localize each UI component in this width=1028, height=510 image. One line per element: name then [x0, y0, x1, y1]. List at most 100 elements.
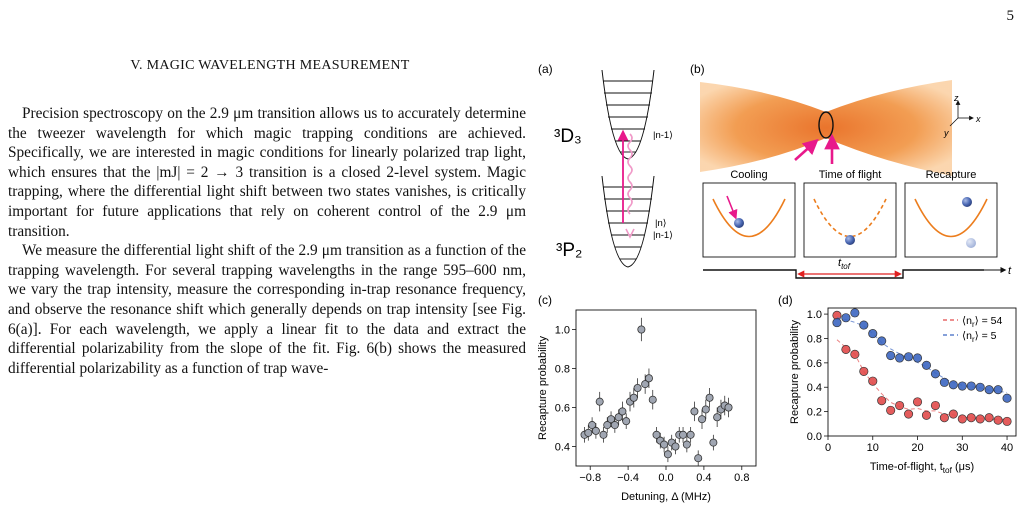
svg-text:Time of flight: Time of flight — [819, 169, 882, 181]
data-point — [622, 417, 631, 426]
upper-potential — [601, 69, 655, 160]
data-point — [679, 430, 688, 439]
y-tick-label: 1.0 — [555, 325, 570, 337]
chart-d: 0 10 20 30 40 0.0 0.2 0.4 0.6 0.8 1.0 Time-of-fligh… — [789, 307, 1017, 475]
data-point — [877, 336, 887, 346]
data-point — [637, 325, 646, 334]
data-point — [850, 349, 860, 359]
y-tick-label: 0.8 — [807, 333, 822, 345]
data-point — [939, 377, 949, 387]
data-point — [886, 405, 896, 415]
x-tick-label: 40 — [1001, 442, 1013, 454]
data-point — [886, 350, 896, 361]
data-point — [877, 396, 887, 406]
data-point — [682, 440, 691, 449]
x-tick-label: 30 — [956, 442, 968, 454]
y-tick-label: 0.4 — [807, 382, 822, 394]
data-point — [895, 353, 905, 363]
lower-levels — [603, 186, 653, 260]
svg-text:ttof: ttof — [838, 257, 851, 271]
data-point — [993, 415, 1003, 425]
data-point — [912, 353, 923, 363]
level-diagram: ³D₃ ³P₂ |n-1⟩ |n⟩ |n-1⟩ — [554, 69, 673, 268]
data-point — [584, 428, 593, 437]
data-point — [859, 366, 869, 376]
data-point — [957, 414, 967, 424]
data-point — [709, 438, 718, 447]
x-tick-label: −0.4 — [617, 472, 639, 484]
data-point — [975, 382, 985, 392]
y-axis-label: Recapture probability — [789, 320, 801, 424]
ket-upper: |n-1⟩ — [653, 130, 673, 141]
data-point — [966, 381, 976, 391]
data-point — [694, 454, 703, 463]
panel-label-a: (a) — [538, 62, 553, 76]
y-axis-label: Recapture probability — [537, 336, 549, 440]
data-point — [850, 308, 860, 318]
upper-levels — [603, 80, 653, 153]
x-tick-label: 0 — [825, 442, 831, 454]
box-recapture: Recapture — [904, 169, 998, 258]
data-point — [841, 313, 851, 323]
panel-label-b: (b) — [690, 62, 705, 76]
svg-text:z: z — [953, 93, 959, 103]
data-point — [832, 318, 842, 328]
y-tick-label: 0.2 — [807, 407, 822, 419]
x-tick-label: 10 — [867, 442, 879, 454]
svg-text:x: x — [975, 114, 981, 124]
axes-icon: z x y — [943, 93, 981, 138]
data-point — [690, 407, 699, 416]
data-point — [648, 395, 657, 404]
panel-label-c: (c) — [538, 293, 552, 307]
y-tick-label: 0.8 — [555, 364, 570, 376]
svg-text:Cooling: Cooling — [730, 169, 767, 181]
data-point — [701, 405, 710, 414]
data-point — [984, 385, 994, 395]
data-point — [1002, 416, 1012, 426]
data-point — [921, 410, 932, 420]
x-tick-label: 0.0 — [658, 472, 673, 484]
data-point — [859, 320, 869, 330]
y-tick-label: 0.6 — [807, 358, 822, 370]
data-point — [868, 376, 878, 386]
data-point — [644, 374, 653, 383]
fit-line — [836, 339, 1008, 421]
data-point — [629, 393, 638, 402]
section-title: V. MAGIC WAVELENGTH MEASUREMENT — [130, 58, 410, 73]
data-point — [993, 385, 1003, 395]
data-point — [671, 442, 680, 451]
data-point — [904, 352, 914, 362]
page-number: 5 — [1006, 8, 1015, 24]
data-point — [966, 413, 976, 423]
body-text: Precision spectroscopy on the 2.9 μm tra… — [8, 104, 526, 378]
data-point — [633, 383, 642, 392]
y-tick-label: 1.0 — [807, 309, 822, 321]
data-point — [921, 360, 932, 370]
data-point — [948, 380, 958, 390]
data-point — [904, 409, 914, 419]
figure-svg: (a) (b) (c) (d) ³D₃ ³P₂ |n-1⟩ |n⟩ |n-1⟩ — [537, 62, 1017, 503]
data-point — [957, 381, 967, 391]
paragraph-1: Precision spectroscopy on the 2.9 μm tra… — [8, 105, 526, 240]
data-point — [841, 344, 851, 354]
ket-lower-n: |n⟩ — [655, 218, 666, 229]
tweezer-beam: z x y — [700, 80, 981, 176]
level-3p2: ³P₂ — [556, 240, 582, 261]
data-point — [1002, 393, 1012, 403]
data-point — [984, 413, 994, 423]
x-tick-label: −0.8 — [579, 472, 601, 484]
y-tick-label: 0.4 — [555, 442, 570, 454]
y-tick-label: 0.6 — [555, 403, 570, 415]
data-point — [868, 329, 878, 339]
decay-arrow — [627, 133, 633, 215]
data-point — [705, 393, 714, 402]
svg-text:t: t — [1008, 265, 1012, 277]
chart-c: −0.8 −0.4 0.0 0.4 0.8 0.4 0.6 0.8 1.0 Detuning, Δ… — [537, 309, 757, 503]
x-tick-label: 0.4 — [696, 472, 711, 484]
legend-label: ⟨nr⟩ = 54 — [962, 315, 1002, 329]
data-point — [724, 403, 733, 412]
data-point — [610, 421, 619, 430]
data-point — [599, 430, 608, 439]
box-cooling: Cooling — [702, 169, 796, 258]
data-point — [939, 413, 949, 423]
